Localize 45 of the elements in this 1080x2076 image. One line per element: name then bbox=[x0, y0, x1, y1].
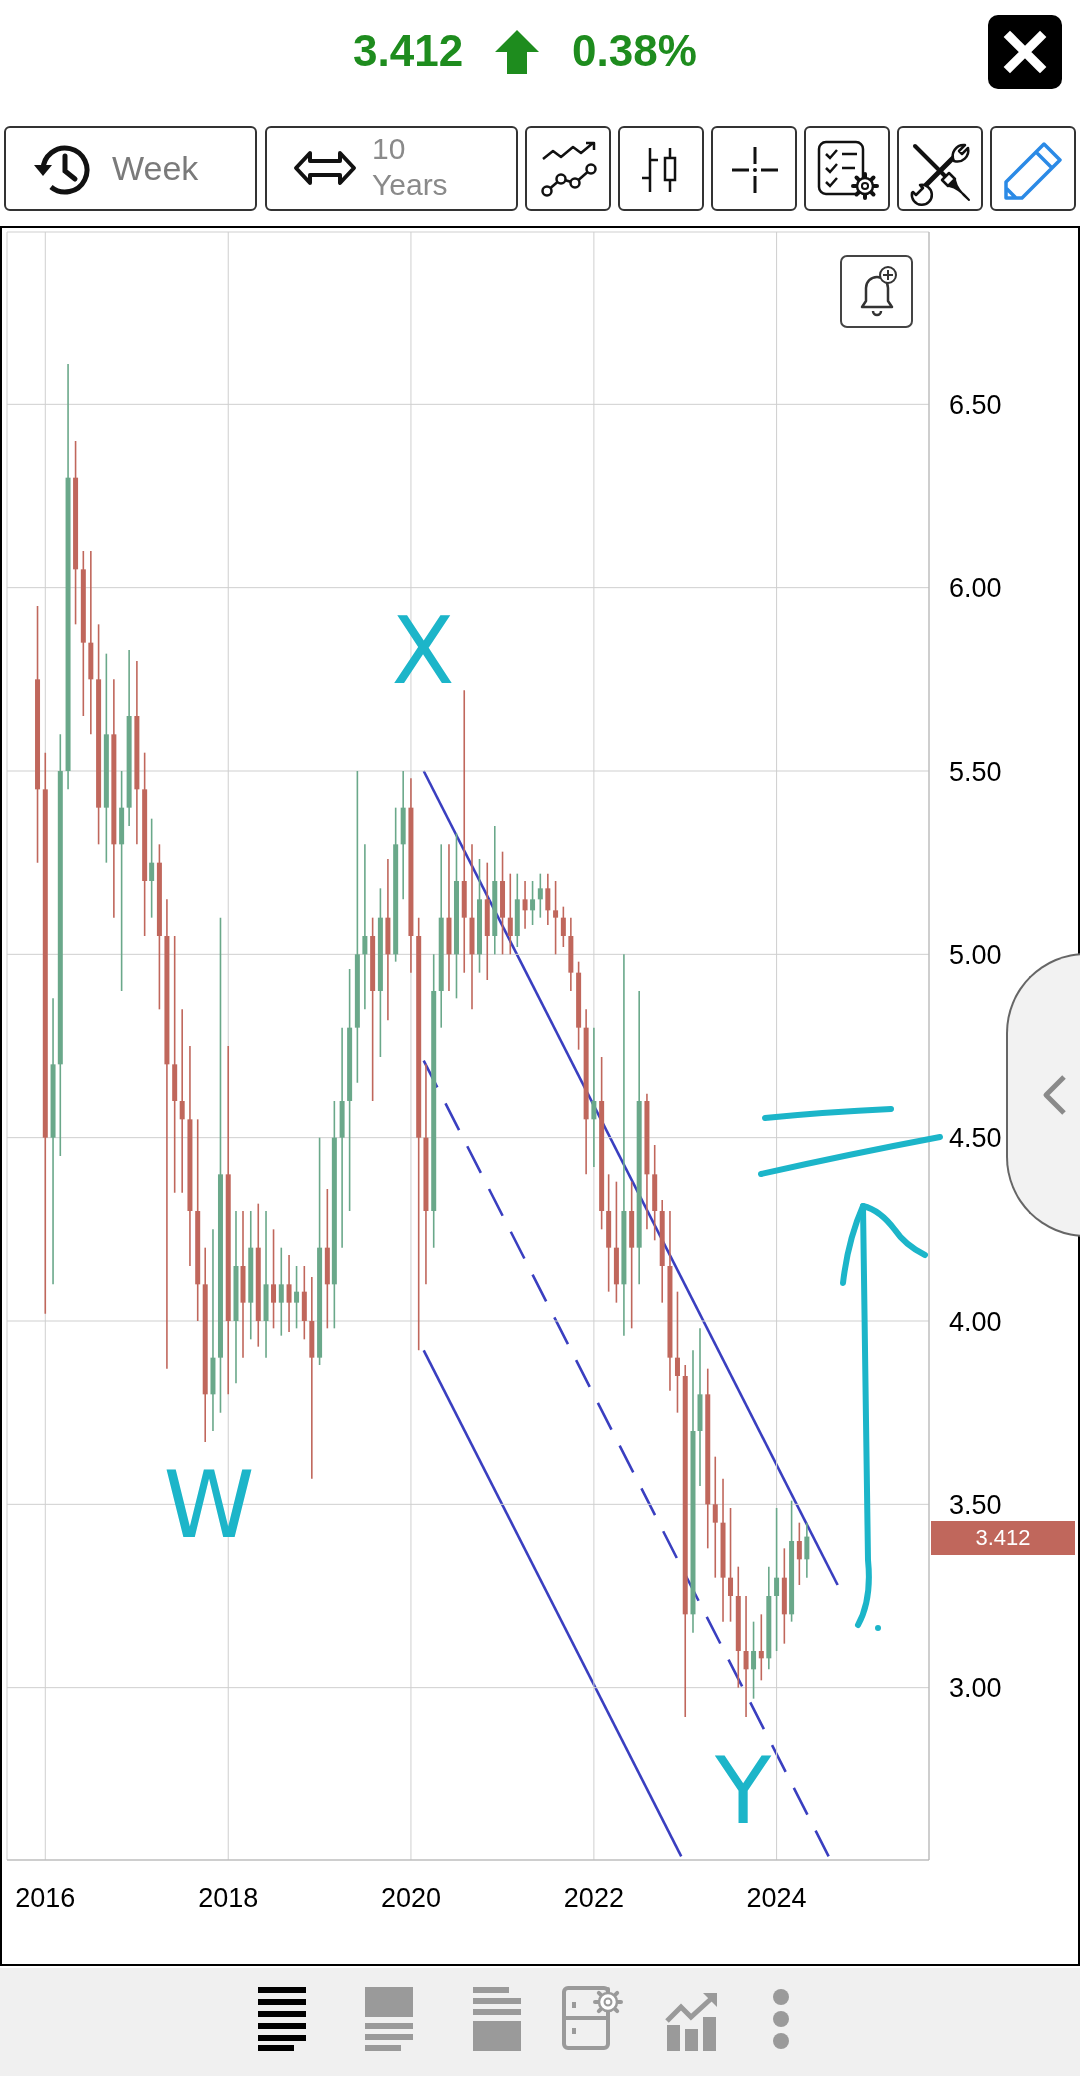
candlestick bbox=[804, 1521, 810, 1579]
y-tick-label: 3.50 bbox=[949, 1489, 1002, 1520]
candlestick bbox=[728, 1507, 734, 1623]
x-tick-label: 2018 bbox=[198, 1883, 259, 1914]
y-tick-label: 5.00 bbox=[949, 939, 1002, 970]
candlestick bbox=[674, 1290, 680, 1414]
text: Week bbox=[112, 149, 199, 188]
x-tick-label: 2024 bbox=[746, 1883, 807, 1914]
candlestick bbox=[362, 843, 368, 1011]
candlestick bbox=[560, 905, 566, 948]
candlestick bbox=[522, 880, 528, 930]
candlestick bbox=[507, 872, 513, 956]
text: 0.38% bbox=[572, 26, 697, 76]
y-tick-label: 5.50 bbox=[949, 756, 1002, 787]
candlestick bbox=[537, 872, 543, 919]
annotation: Y bbox=[714, 1738, 772, 1845]
candlestick bbox=[553, 880, 559, 956]
y-tick-label: 4.00 bbox=[949, 1306, 1002, 1337]
candlestick bbox=[796, 1521, 802, 1586]
candlestick bbox=[294, 1265, 300, 1330]
x-tick-label: 2020 bbox=[380, 1883, 441, 1914]
y-tick-label: 4.50 bbox=[949, 1123, 1002, 1154]
candlestick bbox=[751, 1620, 757, 1700]
candlestick bbox=[149, 817, 155, 919]
y-tick-label: 6.00 bbox=[949, 573, 1002, 604]
text: 3.412 bbox=[353, 26, 464, 76]
y-tick-label: 6.50 bbox=[949, 389, 1002, 420]
x-tick-label: 2022 bbox=[563, 1883, 624, 1914]
text: 3.412 bbox=[931, 1521, 1075, 1555]
text: 10 Years bbox=[372, 131, 449, 203]
candlestick bbox=[591, 1026, 597, 1168]
annotation: W bbox=[163, 1452, 255, 1559]
candlestick bbox=[271, 1228, 277, 1330]
candlestick bbox=[530, 880, 536, 926]
candlestick bbox=[743, 1595, 749, 1718]
x-tick-label: 2016 bbox=[15, 1883, 76, 1914]
candlestick bbox=[545, 872, 551, 926]
candlestick bbox=[712, 1455, 718, 1579]
candlestick bbox=[774, 1507, 780, 1652]
candlestick bbox=[286, 1254, 292, 1333]
y-tick-label: 3.00 bbox=[949, 1673, 1002, 1704]
candlestick bbox=[758, 1613, 764, 1682]
annotation: X bbox=[391, 598, 455, 705]
candlestick bbox=[179, 1008, 185, 1194]
candlestick bbox=[278, 1246, 284, 1337]
